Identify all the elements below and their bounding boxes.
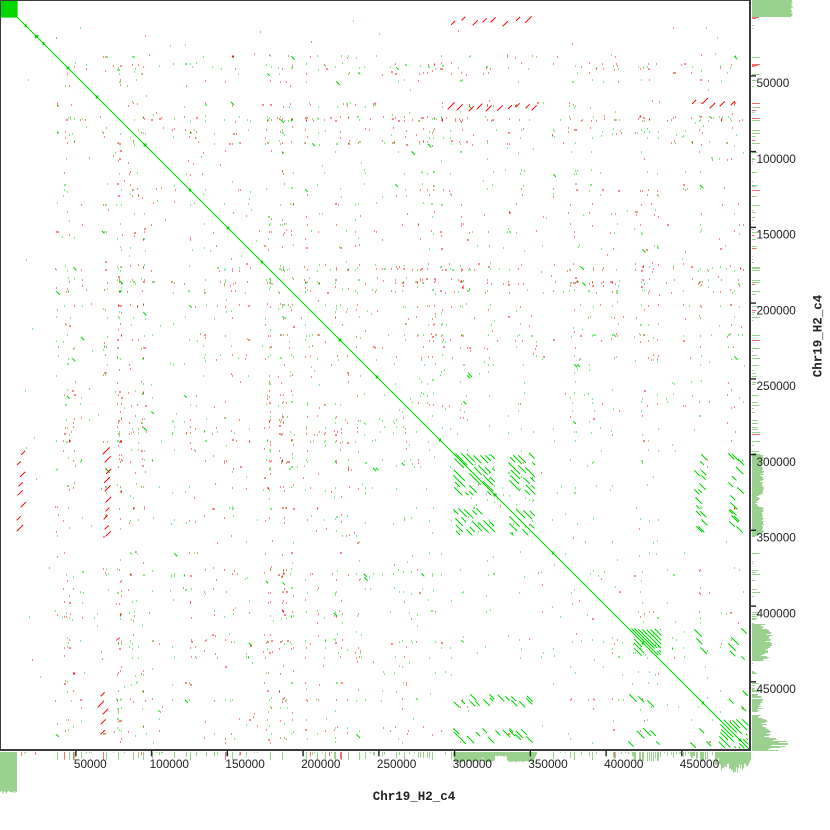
svg-text:200000: 200000 — [757, 303, 797, 317]
svg-text:450000: 450000 — [680, 757, 720, 771]
svg-text:300000: 300000 — [453, 757, 493, 771]
svg-text:100000: 100000 — [757, 152, 797, 166]
svg-text:150000: 150000 — [225, 757, 265, 771]
svg-text:250000: 250000 — [377, 757, 417, 771]
svg-text:50000: 50000 — [757, 76, 790, 90]
svg-text:50000: 50000 — [74, 757, 107, 771]
svg-text:250000: 250000 — [757, 379, 797, 393]
svg-text:350000: 350000 — [528, 757, 568, 771]
svg-text:350000: 350000 — [757, 531, 797, 545]
svg-text:Chr19_H2_c4: Chr19_H2_c4 — [373, 790, 456, 804]
svg-text:300000: 300000 — [757, 455, 797, 469]
svg-text:100000: 100000 — [150, 757, 190, 771]
svg-text:400000: 400000 — [604, 757, 644, 771]
svg-text:200000: 200000 — [301, 757, 341, 771]
svg-text:400000: 400000 — [757, 606, 797, 620]
svg-text:150000: 150000 — [757, 228, 797, 242]
svg-text:450000: 450000 — [757, 682, 797, 696]
svg-text:Chr19_H2_c4: Chr19_H2_c4 — [812, 294, 826, 377]
